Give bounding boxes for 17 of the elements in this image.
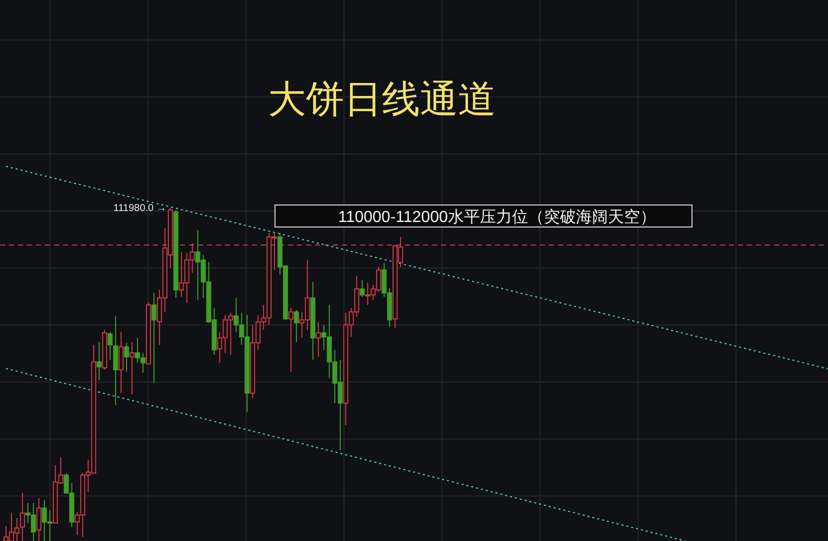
candlestick bbox=[130, 341, 135, 395]
annotation: 111980.0 → bbox=[113, 203, 166, 214]
candlestick bbox=[20, 492, 25, 541]
candlestick bbox=[36, 498, 42, 541]
candlestick bbox=[360, 279, 365, 298]
candlestick bbox=[288, 307, 294, 372]
candlestick bbox=[108, 331, 113, 360]
annotation: 110000-112000水平压力位（突破海阔天空） bbox=[338, 208, 656, 226]
candlestick bbox=[113, 315, 118, 406]
candlestick bbox=[96, 341, 102, 381]
note-box: 110000-112000水平压力位（突破海阔天空） bbox=[274, 204, 692, 228]
candlestick bbox=[124, 342, 130, 372]
chart-title: 大饼日线通道 bbox=[268, 77, 496, 121]
candlestick bbox=[118, 331, 124, 394]
candlestick bbox=[294, 309, 299, 342]
candlestick bbox=[316, 321, 321, 358]
candlestick bbox=[151, 292, 156, 384]
